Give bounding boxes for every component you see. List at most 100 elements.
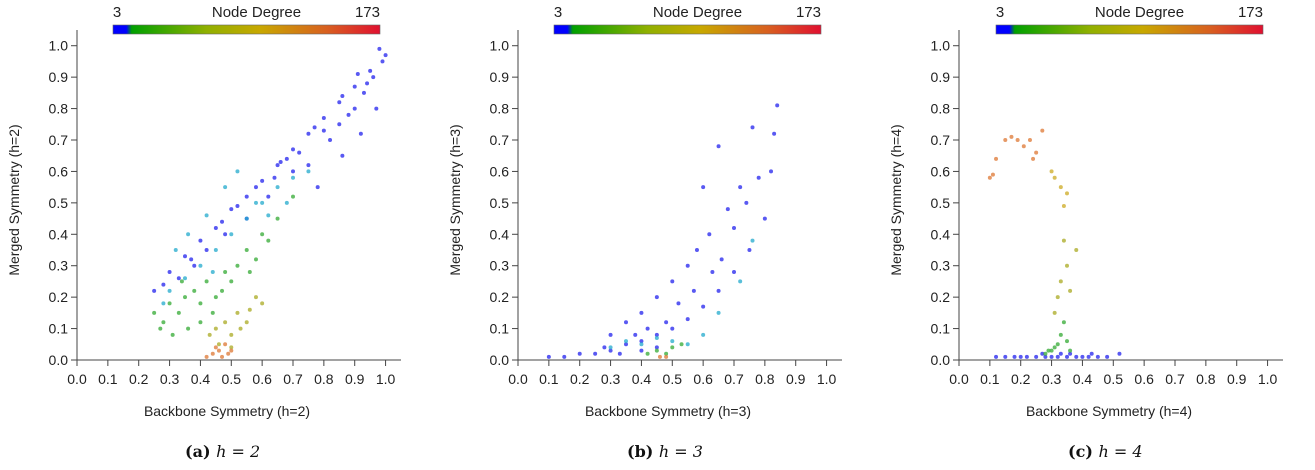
x-tick-label: 0.2: [570, 371, 590, 387]
data-point: [1055, 295, 1060, 300]
data-point: [750, 125, 755, 130]
data-point: [216, 348, 221, 353]
data-point: [210, 270, 215, 274]
x-tick-label: 0.9: [345, 371, 365, 387]
data-point: [235, 204, 240, 208]
colorbar-max-label: 173: [1238, 4, 1263, 21]
y-tick-label: 0.1: [490, 321, 510, 337]
data-point: [639, 342, 644, 347]
data-point: [216, 342, 221, 347]
y-tick-label: 0.2: [49, 289, 69, 305]
colorbar-title: Node Degree: [653, 4, 742, 21]
caption-label: (c): [1068, 442, 1098, 461]
data-point: [1040, 351, 1045, 356]
data-point: [1024, 354, 1029, 359]
data-point: [732, 226, 736, 230]
data-point: [1046, 348, 1051, 353]
data-point: [220, 288, 225, 293]
data-point: [198, 320, 203, 325]
data-point: [716, 144, 721, 149]
data-point: [694, 248, 699, 252]
y-tick-label: 0.9: [49, 69, 69, 85]
x-tick-label: 0.0: [508, 371, 528, 387]
y-tick-label: 0.3: [49, 258, 69, 274]
data-point: [1052, 345, 1057, 350]
data-point: [186, 232, 191, 237]
data-point: [624, 339, 628, 344]
data-point: [275, 163, 280, 168]
x-tick-label: 0.2: [1011, 371, 1031, 387]
y-axis-label: Merged Symmetry (h=4): [888, 124, 904, 275]
data-point: [337, 122, 342, 127]
y-tick-label: 0.8: [490, 101, 510, 117]
data-point: [994, 354, 999, 359]
x-tick-label: 0.9: [786, 371, 806, 387]
data-point: [701, 332, 706, 337]
x-tick-label: 1.0: [376, 371, 396, 387]
series-3: [1052, 238, 1079, 315]
data-point: [750, 238, 755, 243]
x-axis-label: Backbone Symmetry (h=4): [1026, 403, 1192, 419]
panel-caption: (b) h = 3: [627, 442, 703, 461]
data-point: [685, 342, 690, 347]
data-point: [1080, 354, 1085, 359]
x-tick-label: 0.7: [724, 371, 744, 387]
y-tick-label: 0.0: [49, 352, 69, 368]
data-point: [593, 351, 598, 356]
x-tick-label: 1.0: [817, 371, 837, 387]
data-point: [716, 310, 721, 315]
data-point: [1058, 185, 1063, 190]
data-point: [657, 354, 662, 359]
data-point: [691, 288, 696, 293]
series-2: [1043, 320, 1073, 356]
data-point: [654, 345, 659, 350]
data-point: [1086, 354, 1091, 359]
data-point: [306, 169, 311, 174]
data-point: [204, 248, 209, 252]
data-point: [297, 150, 302, 155]
data-point: [368, 68, 373, 73]
data-point: [1068, 348, 1073, 353]
data-point: [645, 351, 650, 356]
colorbar-max-label: 173: [796, 4, 821, 21]
data-point: [1034, 354, 1039, 359]
data-point: [183, 254, 187, 259]
data-point: [1049, 354, 1054, 359]
data-point: [1052, 310, 1057, 315]
data-point: [272, 175, 277, 180]
x-tick-label: 0.7: [1165, 371, 1185, 387]
data-point: [1043, 351, 1048, 356]
data-point: [617, 351, 622, 356]
data-point: [161, 282, 166, 287]
data-point: [769, 169, 774, 174]
data-point: [260, 232, 265, 237]
x-tick-label: 0.5: [222, 371, 242, 387]
y-tick-label: 0.5: [931, 195, 951, 211]
y-axis-label: Merged Symmetry (h=2): [6, 124, 22, 275]
colorbar-max-label: 173: [355, 4, 380, 21]
x-tick-label: 0.1: [98, 371, 118, 387]
data-point: [260, 200, 265, 205]
data-point: [1040, 128, 1045, 133]
series-2: [608, 238, 755, 350]
data-point: [1089, 351, 1094, 356]
data-point: [633, 332, 638, 337]
y-tick-label: 0.0: [931, 352, 951, 368]
data-point: [213, 295, 218, 300]
data-point: [328, 138, 333, 142]
data-point: [346, 112, 351, 117]
data-point: [762, 216, 767, 221]
x-tick-label: 0.8: [755, 371, 775, 387]
data-point: [1027, 138, 1032, 142]
data-point: [229, 345, 234, 350]
data-point: [210, 351, 215, 356]
data-point: [275, 185, 280, 190]
data-point: [253, 185, 258, 190]
data-point: [167, 301, 172, 306]
data-point: [152, 288, 157, 293]
data-point: [198, 301, 203, 306]
y-tick-label: 1.0: [49, 38, 69, 54]
data-point: [987, 175, 992, 180]
x-tick-label: 0.6: [693, 371, 713, 387]
